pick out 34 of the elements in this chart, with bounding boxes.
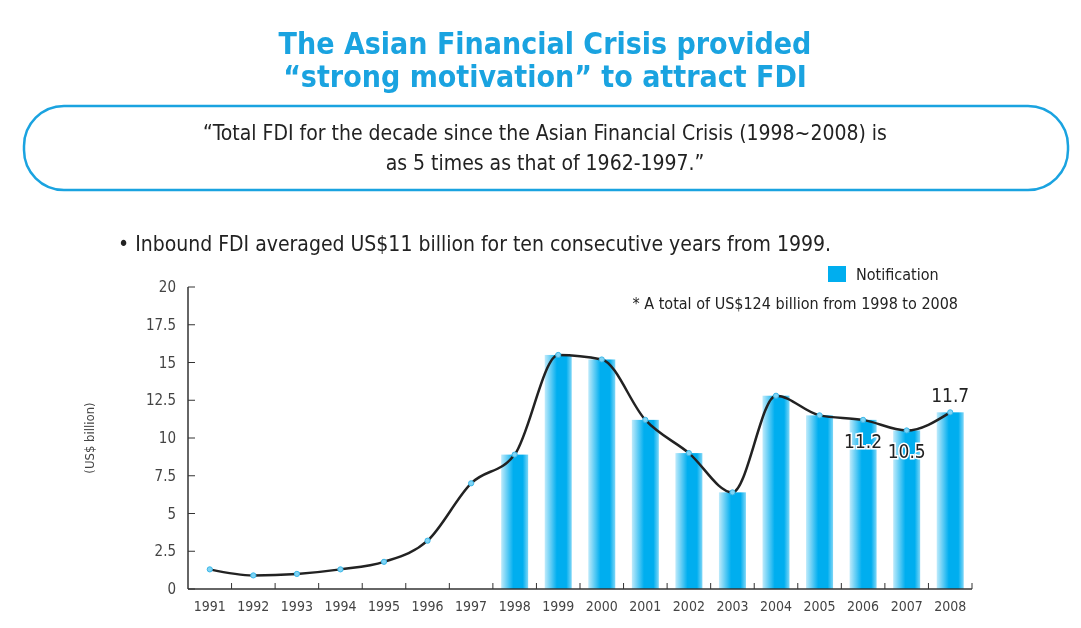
y-tick-label: 20 (158, 278, 176, 296)
x-tick-label: 2005 (803, 598, 836, 614)
y-tick-label: 17.5 (145, 315, 176, 334)
x-tick-label: 2006 (847, 598, 880, 614)
x-tick-label: 1995 (367, 598, 401, 614)
chart-title: The Asian Financial Crisis provided “strong motivation” to attract FDI (278, 26, 812, 94)
y-tick-label: 10 (158, 429, 176, 447)
legend-label: Notification (856, 265, 939, 284)
x-tick-label: 1996 (411, 598, 444, 614)
x-tick-label: 1991 (193, 598, 226, 614)
y-tick-label: 5 (167, 504, 176, 523)
annotation: * A total of US$124 billion from 1998 to 2008 (632, 294, 958, 313)
x-tick-label: 2000 (585, 598, 618, 614)
x-tick-label: 2008 (934, 598, 967, 614)
text: • Inbound FDI averaged US$11 billion for ten consecutive years from 1999. (118, 232, 832, 256)
x-tick-label: 1992 (237, 598, 270, 614)
y-tick-label: 7.5 (154, 466, 176, 485)
y-tick-label: 15 (158, 353, 176, 372)
x-tick-label: 2004 (759, 598, 793, 614)
x-tick-label: 1994 (324, 598, 357, 614)
x-tick-label: 1999 (542, 598, 575, 614)
y-axis-title: (US$ billion) (82, 402, 97, 474)
x-tick-label: 1997 (455, 598, 488, 614)
y-tick-label: 0 (167, 580, 176, 598)
y-tick-label: 12.5 (145, 391, 176, 410)
chart-subtitle: “Total FDI for the decade since the Asian Financial Crisis (1998~2008) is as 5 times as that of 1962-1997.” (203, 121, 887, 175)
x-tick-label: 1998 (498, 598, 531, 614)
data-label: 11.7 (931, 384, 970, 407)
x-tick-label: 2003 (716, 598, 749, 614)
x-tick-label: 2002 (672, 598, 705, 614)
x-tick-label: 2001 (629, 598, 662, 614)
y-tick-label: 2.5 (154, 542, 176, 561)
x-tick-label: 1993 (280, 598, 313, 614)
x-tick-label: 2007 (890, 598, 923, 614)
